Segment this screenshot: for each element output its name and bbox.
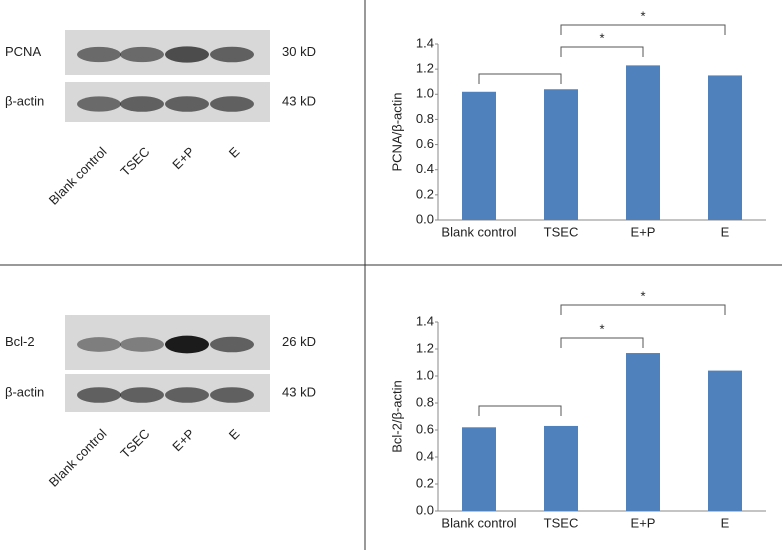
blot-band — [77, 96, 121, 112]
y-tick-label: 0.0 — [416, 211, 434, 226]
band-label: PCNA — [5, 44, 41, 59]
blot-band — [77, 337, 121, 352]
significance-bracket — [478, 73, 562, 84]
band-size: 26 kD — [282, 334, 316, 349]
lane-label: Blank control — [46, 144, 110, 208]
lane-label: Blank control — [46, 426, 110, 490]
blot-band — [120, 387, 164, 403]
band-size: 43 kD — [282, 93, 316, 108]
y-tick-label: 0.4 — [416, 448, 434, 463]
blot-band — [210, 336, 254, 353]
blot-band — [120, 46, 164, 63]
y-tick-label: 1.4 — [416, 35, 434, 50]
x-tick-label: TSEC — [544, 515, 579, 530]
x-tick-label: Blank control — [441, 224, 516, 239]
significance-label: * — [599, 30, 604, 45]
lane-label: E — [226, 144, 243, 161]
y-tick-label: 0.2 — [416, 186, 434, 201]
y-tick-label: 1.4 — [416, 313, 434, 328]
bar — [462, 91, 496, 221]
blot-band — [77, 46, 121, 63]
blot-band — [210, 96, 254, 112]
bar — [626, 65, 660, 220]
band-label: β-actin — [5, 384, 44, 399]
x-tick-label: Blank control — [441, 515, 516, 530]
blot-band — [210, 387, 254, 403]
lane-label: E+P — [169, 144, 197, 172]
y-tick-label: 1.0 — [416, 86, 434, 101]
y-tick-label: 0.8 — [416, 394, 434, 409]
y-axis-label: PCNA/β-actin — [389, 93, 404, 172]
lane-label: E+P — [169, 426, 197, 454]
blot-band — [210, 46, 254, 63]
lane-label: TSEC — [117, 426, 152, 461]
y-tick-label: 1.2 — [416, 340, 434, 355]
blot-band — [120, 337, 164, 352]
x-tick-label: E+P — [631, 515, 656, 530]
significance-bracket — [560, 24, 726, 35]
bar — [462, 427, 496, 511]
significance-label: * — [599, 321, 604, 336]
significance-bracket — [560, 46, 644, 57]
y-tick-label: 0.8 — [416, 111, 434, 126]
blot-band — [120, 96, 164, 112]
y-axis-label: Bcl-2/β-actin — [389, 380, 404, 453]
band-label: β-actin — [5, 93, 44, 108]
blot-band — [165, 335, 209, 354]
x-tick-label: E — [721, 515, 730, 530]
bar — [708, 370, 742, 511]
blot-band — [165, 96, 209, 112]
y-tick-label: 1.2 — [416, 61, 434, 76]
x-tick-label: E — [721, 224, 730, 239]
band-size: 30 kD — [282, 44, 316, 59]
significance-bracket — [560, 304, 726, 315]
lane-label: E — [226, 426, 243, 443]
band-size: 43 kD — [282, 384, 316, 399]
blot-band — [165, 387, 209, 403]
lane-label: TSEC — [117, 144, 152, 179]
bar — [708, 75, 742, 220]
y-tick-label: 0.4 — [416, 161, 434, 176]
bar — [544, 89, 578, 220]
significance-label: * — [640, 8, 645, 23]
significance-bracket — [560, 337, 644, 348]
significance-label: * — [640, 288, 645, 303]
band-label: Bcl-2 — [5, 334, 35, 349]
bar — [626, 353, 660, 511]
x-tick-label: E+P — [631, 224, 656, 239]
significance-bracket — [478, 405, 562, 416]
y-tick-label: 0.2 — [416, 475, 434, 490]
blot-band — [77, 387, 121, 403]
y-tick-label: 1.0 — [416, 367, 434, 382]
y-tick-label: 0.0 — [416, 502, 434, 517]
bar — [544, 425, 578, 511]
y-tick-label: 0.6 — [416, 136, 434, 151]
x-tick-label: TSEC — [544, 224, 579, 239]
y-tick-label: 0.6 — [416, 421, 434, 436]
blot-band — [165, 46, 209, 63]
